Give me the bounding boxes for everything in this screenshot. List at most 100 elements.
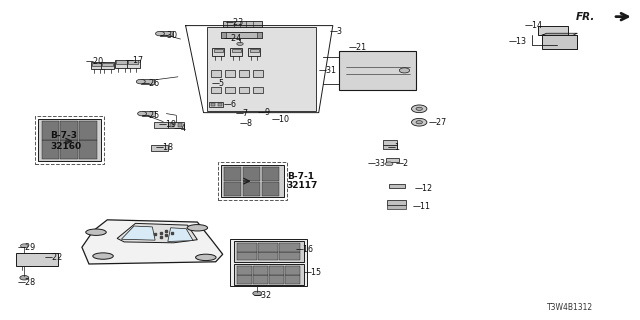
Bar bbox=[101, 62, 114, 69]
Text: —12: —12 bbox=[415, 184, 433, 193]
Text: —2: —2 bbox=[396, 159, 409, 168]
Text: —29: —29 bbox=[18, 243, 36, 252]
Bar bbox=[16, 253, 58, 266]
Text: —16: —16 bbox=[296, 245, 314, 254]
Text: —8: —8 bbox=[240, 119, 253, 128]
Text: —11: —11 bbox=[413, 202, 431, 211]
Text: —9: —9 bbox=[258, 108, 271, 117]
Bar bbox=[211, 103, 215, 106]
Bar bbox=[42, 140, 59, 159]
Bar bbox=[127, 60, 140, 68]
Bar bbox=[221, 32, 262, 38]
Bar bbox=[102, 63, 113, 66]
Bar bbox=[387, 205, 406, 209]
Bar bbox=[218, 103, 222, 106]
Text: —33: —33 bbox=[368, 159, 386, 168]
Bar bbox=[257, 32, 262, 38]
Bar bbox=[38, 119, 101, 161]
Bar bbox=[218, 162, 287, 200]
Bar bbox=[230, 239, 307, 286]
Bar bbox=[258, 252, 278, 260]
Bar bbox=[230, 48, 242, 56]
Bar bbox=[224, 182, 241, 196]
Ellipse shape bbox=[93, 253, 113, 259]
Bar bbox=[285, 266, 300, 275]
Bar bbox=[237, 266, 252, 275]
Bar bbox=[383, 140, 397, 145]
Bar bbox=[142, 111, 155, 116]
Circle shape bbox=[20, 244, 28, 248]
Circle shape bbox=[237, 42, 243, 45]
Text: —3: —3 bbox=[330, 28, 342, 36]
Text: —15: —15 bbox=[304, 268, 322, 277]
Bar bbox=[214, 49, 223, 52]
Text: —17: —17 bbox=[125, 56, 143, 65]
Bar bbox=[239, 70, 249, 76]
Bar bbox=[221, 165, 284, 197]
Bar bbox=[538, 26, 568, 35]
Text: 32117: 32117 bbox=[287, 181, 318, 190]
Circle shape bbox=[136, 79, 145, 84]
Bar bbox=[383, 145, 397, 149]
Bar bbox=[178, 123, 182, 127]
Circle shape bbox=[399, 68, 410, 73]
Polygon shape bbox=[168, 228, 193, 242]
Bar bbox=[243, 167, 260, 181]
Bar bbox=[141, 79, 154, 84]
Text: —1: —1 bbox=[387, 143, 400, 152]
Bar bbox=[35, 116, 104, 164]
Bar bbox=[250, 49, 259, 52]
Bar bbox=[269, 266, 284, 275]
Bar bbox=[269, 275, 284, 284]
Bar bbox=[92, 63, 102, 66]
Text: —7: —7 bbox=[236, 109, 249, 118]
Bar bbox=[339, 51, 416, 90]
Bar bbox=[116, 60, 127, 64]
Circle shape bbox=[412, 118, 427, 126]
Circle shape bbox=[20, 276, 29, 280]
Bar bbox=[168, 122, 184, 128]
Text: —10: —10 bbox=[272, 115, 290, 124]
Text: T3W4B1312: T3W4B1312 bbox=[547, 303, 593, 312]
Bar bbox=[243, 182, 260, 196]
Bar bbox=[253, 275, 268, 284]
Ellipse shape bbox=[196, 254, 216, 260]
Bar bbox=[221, 32, 226, 38]
Bar bbox=[170, 123, 174, 127]
Bar bbox=[209, 102, 223, 107]
Bar bbox=[154, 122, 168, 128]
Bar bbox=[253, 70, 263, 76]
Bar bbox=[42, 121, 59, 140]
Bar bbox=[79, 121, 97, 140]
Text: —32: —32 bbox=[254, 291, 272, 300]
Text: B-7-1: B-7-1 bbox=[287, 172, 314, 181]
Text: —22: —22 bbox=[45, 253, 63, 262]
Bar bbox=[207, 27, 316, 111]
Text: —18: —18 bbox=[156, 143, 173, 152]
Bar bbox=[224, 167, 241, 181]
Text: FR.: FR. bbox=[576, 12, 595, 22]
Text: —25: —25 bbox=[142, 111, 161, 120]
Bar bbox=[262, 167, 279, 181]
Ellipse shape bbox=[86, 229, 106, 236]
Bar bbox=[225, 70, 235, 76]
Text: —21: —21 bbox=[349, 44, 367, 52]
Text: —27: —27 bbox=[429, 118, 447, 127]
Bar bbox=[212, 48, 224, 56]
Bar bbox=[253, 266, 268, 275]
Circle shape bbox=[416, 121, 422, 124]
Polygon shape bbox=[82, 220, 223, 264]
Bar bbox=[387, 200, 406, 205]
Text: —23: —23 bbox=[225, 18, 243, 27]
Bar bbox=[237, 275, 252, 284]
Bar bbox=[237, 243, 257, 252]
Bar bbox=[542, 35, 577, 49]
Text: —4: —4 bbox=[174, 124, 187, 133]
Bar bbox=[280, 252, 300, 260]
Bar bbox=[248, 48, 260, 56]
Polygon shape bbox=[117, 223, 197, 243]
Circle shape bbox=[253, 291, 262, 296]
Polygon shape bbox=[122, 226, 155, 240]
Text: —31: —31 bbox=[319, 66, 337, 75]
Text: —14: —14 bbox=[525, 21, 543, 30]
